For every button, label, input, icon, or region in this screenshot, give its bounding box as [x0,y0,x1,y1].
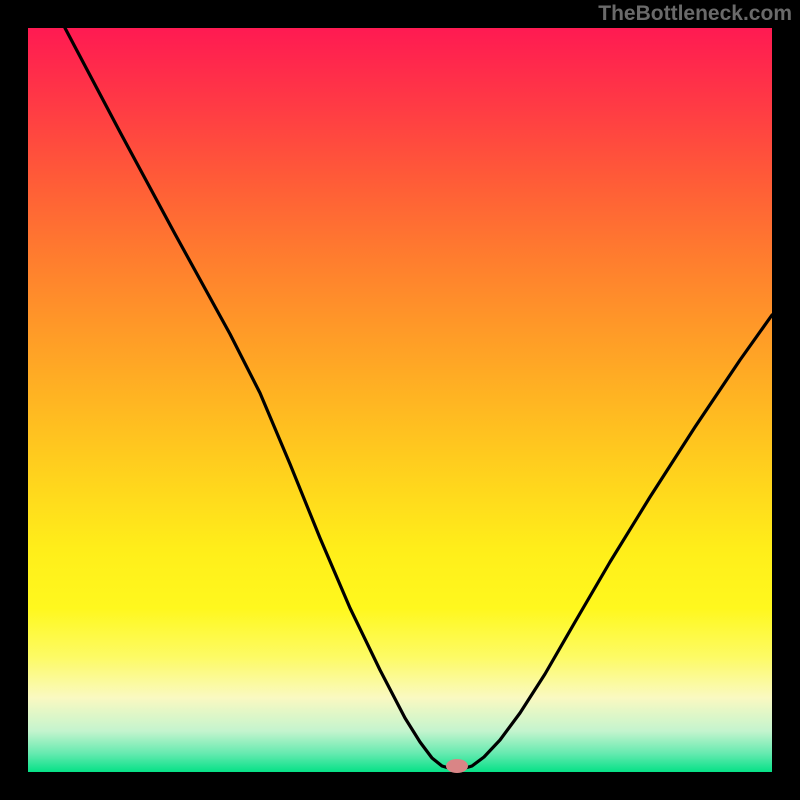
bottleneck-curve [65,28,772,769]
watermark-text: TheBottleneck.com [598,2,792,26]
minimum-marker [446,759,468,773]
chart-svg [0,0,800,800]
